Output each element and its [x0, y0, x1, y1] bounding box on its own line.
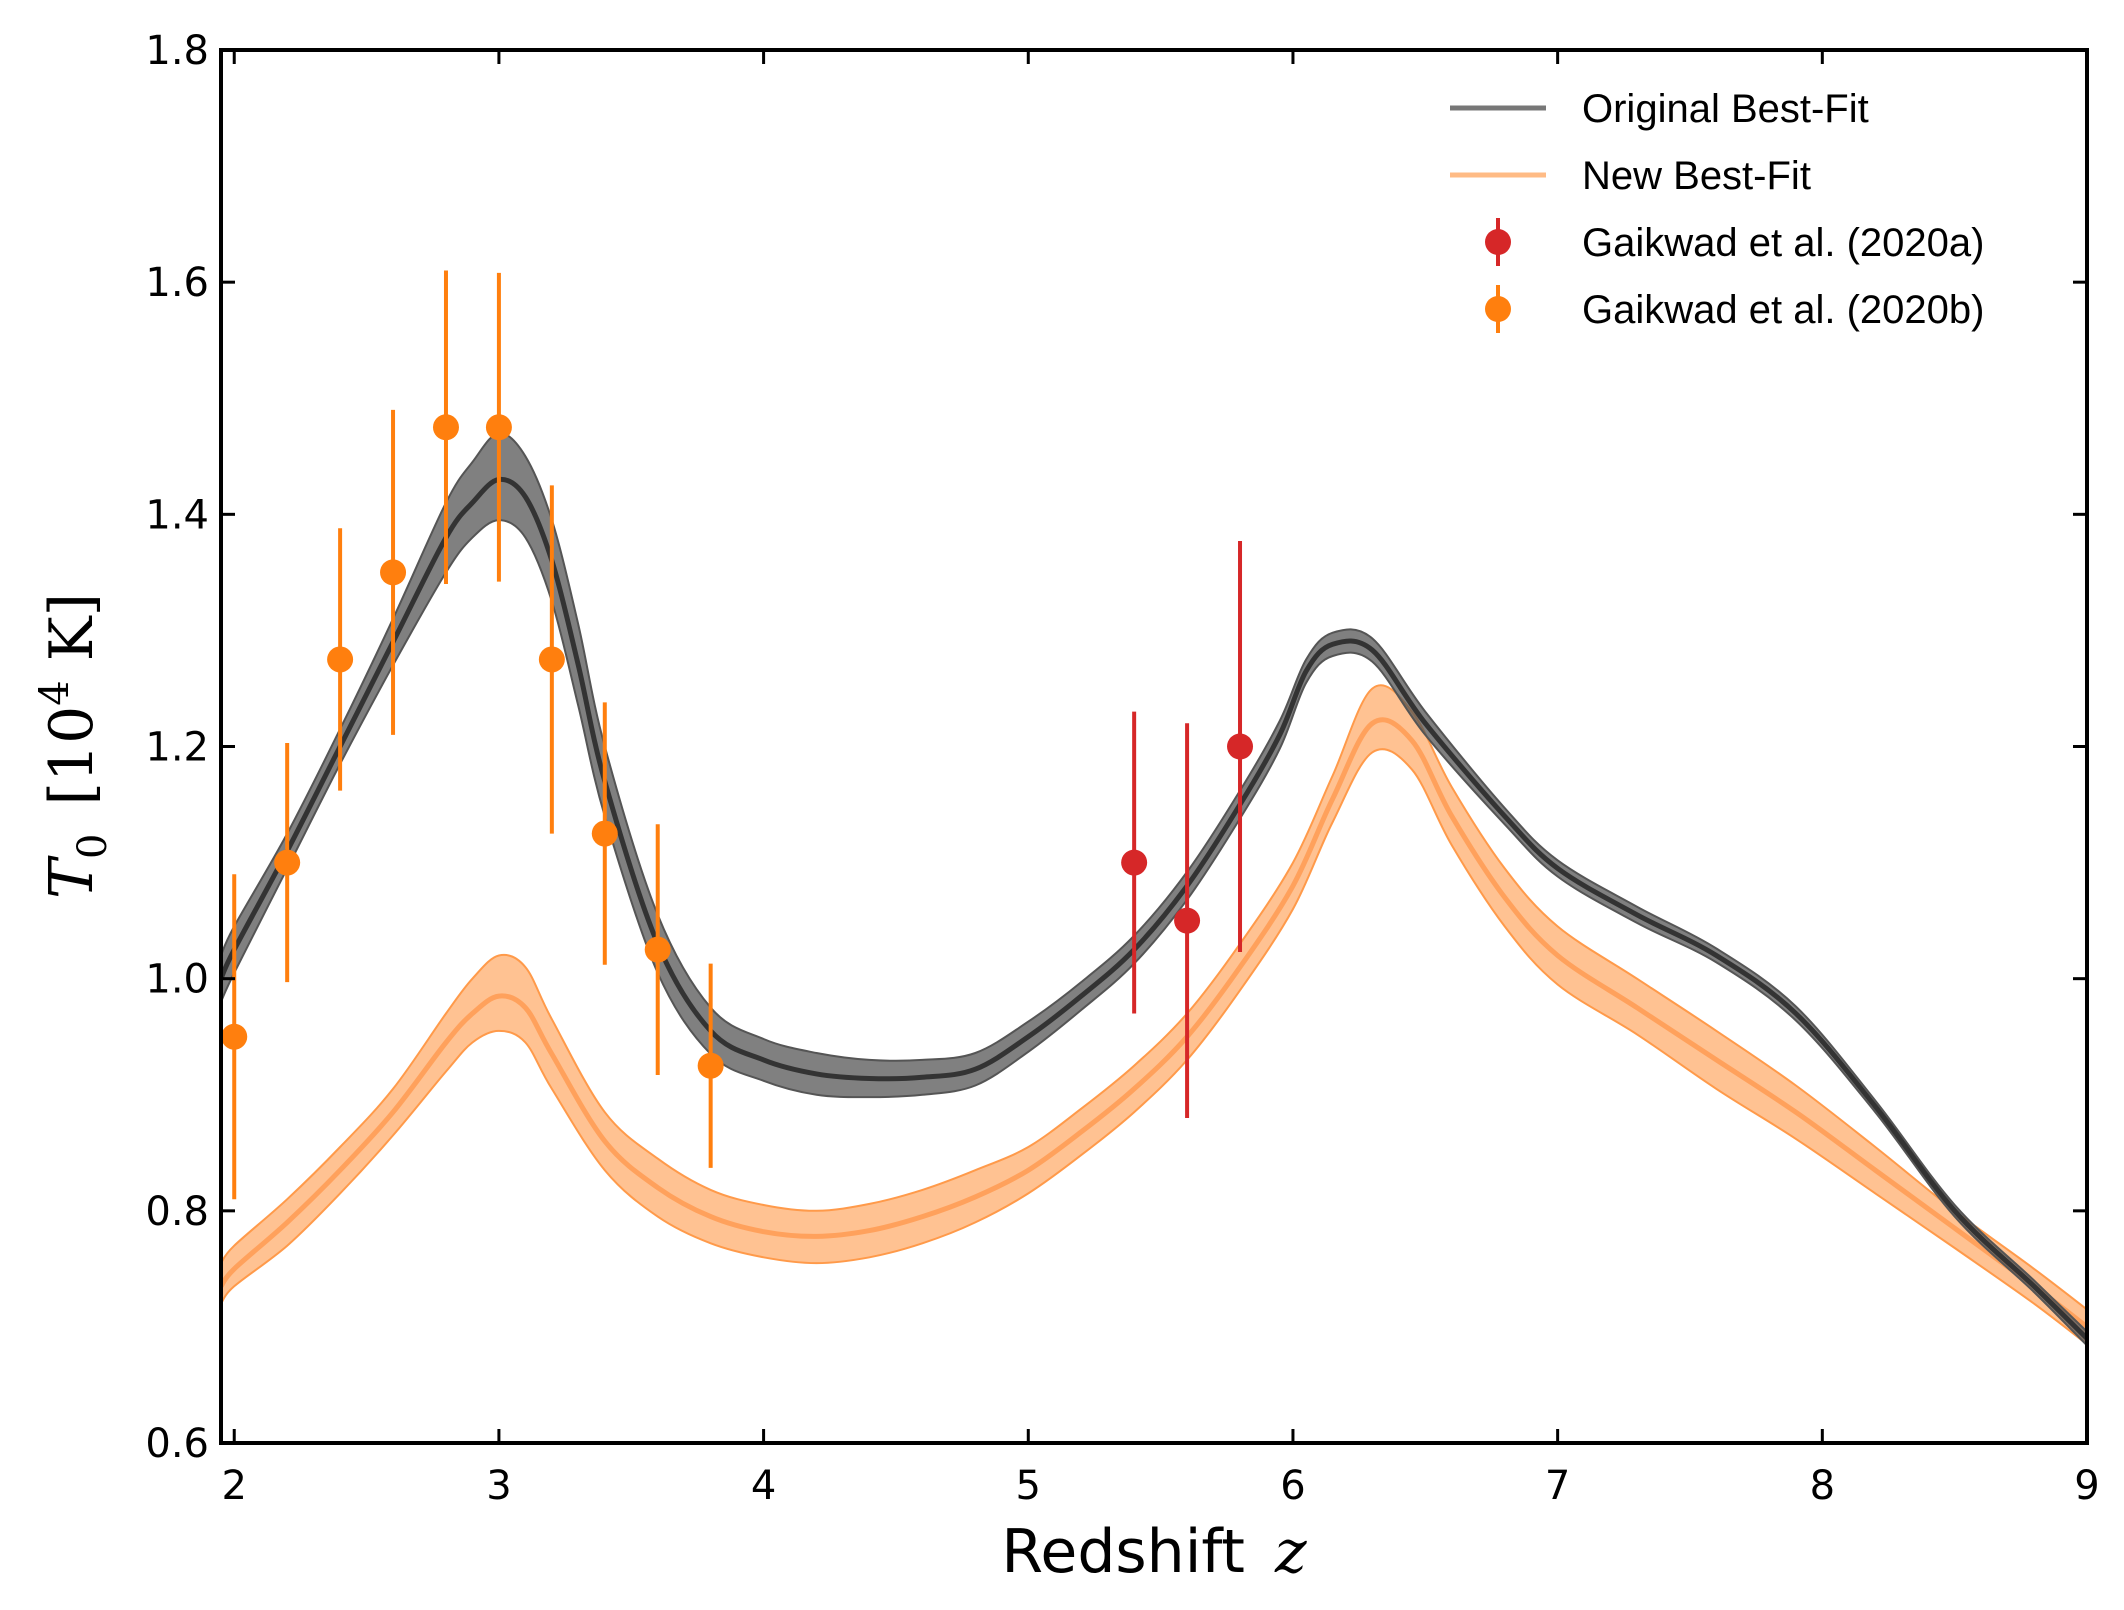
- gaikwad-et-al-2020b--point: [380, 559, 407, 586]
- legend-swatch-gaikwad-et-al-2020a-: [1485, 229, 1511, 255]
- x-tick-label: 2: [222, 1463, 247, 1509]
- legend: Original Best-Fit New Best-Fit Gaikwad et …: [1450, 87, 1984, 333]
- legend-swatch-gaikwad-et-al-2020b-: [1485, 296, 1511, 322]
- legend-label-original-best-fit: Original Best-Fit: [1582, 87, 1869, 131]
- gaikwad-et-al-2020b--point: [485, 414, 512, 441]
- y-axis-unit-open: [10: [37, 706, 107, 806]
- y-tick-label: 1.2: [145, 725, 209, 771]
- y-axis-label: T0 [104 K]: [32, 593, 116, 899]
- y-tick-label: 0.6: [145, 1421, 209, 1467]
- gaikwad-et-al-2020b--point: [538, 646, 565, 673]
- gaikwad-et-al-2020b--point: [221, 1023, 248, 1050]
- x-tick-label: 9: [2074, 1463, 2099, 1509]
- y-tick-label: 1.8: [145, 28, 209, 74]
- y-tick-label: 0.8: [145, 1189, 209, 1235]
- data-layer: [221, 270, 2087, 1347]
- gaikwad-et-al-2020a--point: [1227, 733, 1254, 760]
- x-tick-label: 8: [1810, 1463, 1835, 1509]
- x-axis-symbol: z: [1274, 1517, 1307, 1587]
- y-axis-unit-exponent: 4: [32, 680, 78, 705]
- gaikwad-et-al-2020b--point: [327, 646, 354, 673]
- x-tick-label: 5: [1016, 1463, 1041, 1509]
- y-axis-symbol: T: [37, 855, 107, 899]
- gaikwad-et-al-2020b--point: [697, 1052, 724, 1079]
- gaikwad-et-al-2020b--point: [644, 936, 671, 963]
- x-tick-label: 6: [1280, 1463, 1305, 1509]
- x-tick-label: 7: [1545, 1463, 1570, 1509]
- ticks-layer: 2 3 4 5 6 7 8 9 0.6 0.8 1.0 1.2 1.4 1.6 1.8: [145, 28, 2099, 1509]
- y-axis-unit-close: K]: [37, 593, 107, 680]
- gaikwad-et-al-2020b--point: [432, 414, 459, 441]
- x-tick-label: 4: [751, 1463, 776, 1509]
- y-tick-label: 1.4: [145, 492, 209, 538]
- y-axis-subscript: 0: [70, 834, 116, 859]
- y-tick-label: 1.6: [145, 260, 209, 306]
- x-axis-label-text: Redshift: [1001, 1517, 1245, 1587]
- legend-label-gaikwad-et-al-2020b-: Gaikwad et al. (2020b): [1582, 288, 1984, 332]
- y-tick-label: 1.0: [145, 957, 209, 1003]
- gaikwad-et-al-2020b--point: [274, 849, 301, 876]
- new-best-fit-line: [221, 717, 2087, 1329]
- gaikwad-et-al-2020a--point: [1174, 907, 1201, 934]
- gaikwad-et-al-2020b--point: [591, 820, 618, 847]
- x-axis-label: Redshift z: [1001, 1517, 1307, 1587]
- x-tick-label: 3: [486, 1463, 511, 1509]
- original-best-fit-line: [221, 476, 2087, 1341]
- legend-label-gaikwad-et-al-2020a-: Gaikwad et al. (2020a): [1582, 221, 1984, 265]
- gaikwad-et-al-2020a--point: [1121, 849, 1148, 876]
- legend-label-new-best-fit: New Best-Fit: [1582, 154, 1811, 198]
